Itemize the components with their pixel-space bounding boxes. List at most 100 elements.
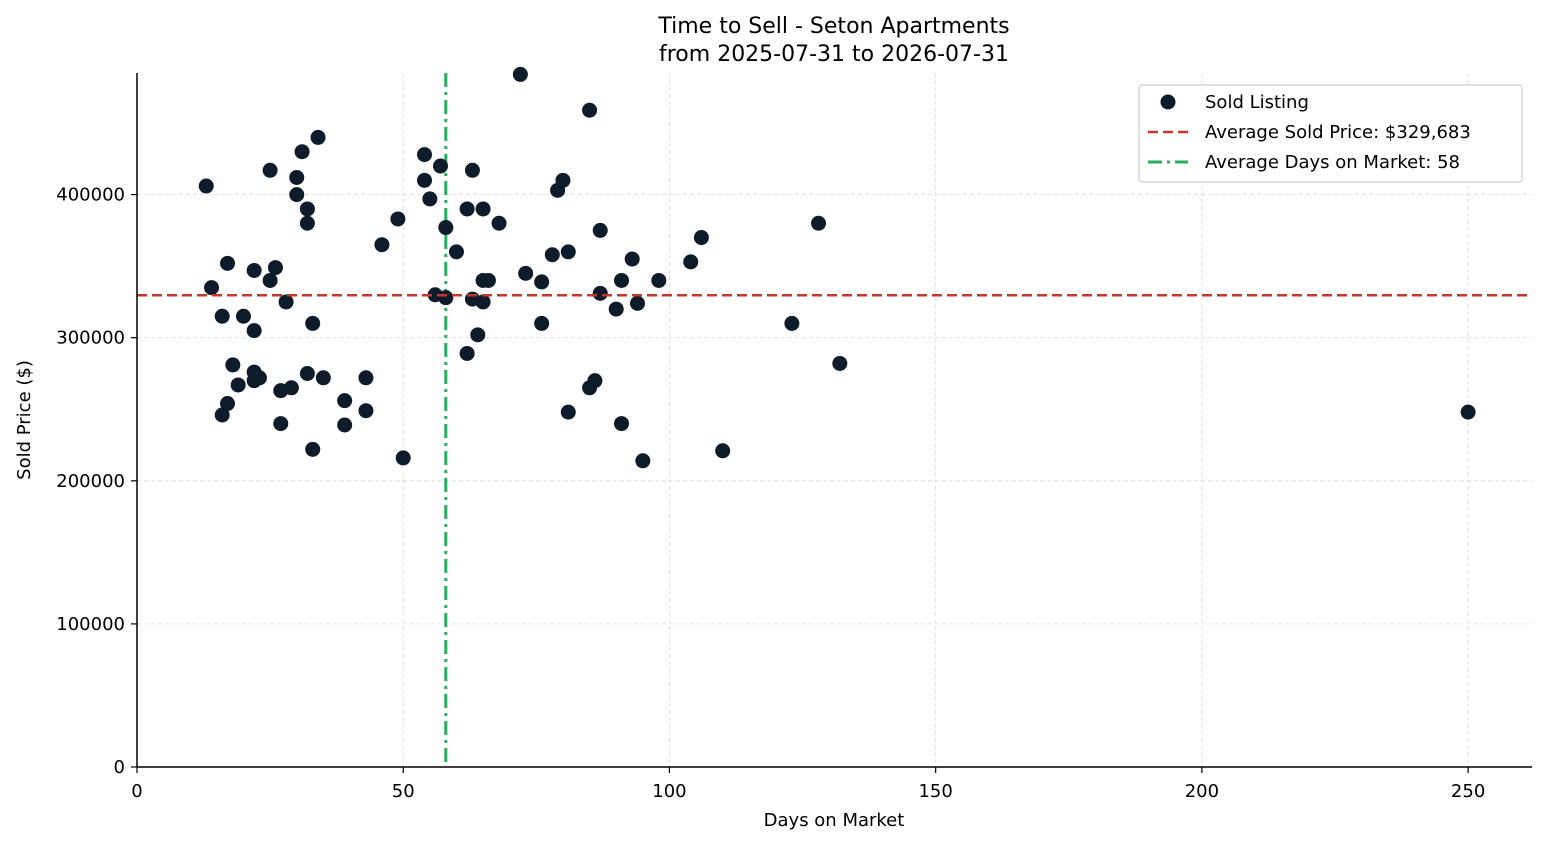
sold-listing-point	[417, 147, 433, 163]
sold-listing-point	[220, 255, 236, 271]
sold-listing-point	[305, 441, 321, 457]
sold-listing-point	[459, 345, 475, 361]
sold-listing-point	[299, 215, 315, 231]
sold-listing-point	[534, 315, 550, 331]
sold-listing-point	[283, 380, 299, 396]
sold-listing-point	[310, 129, 326, 145]
x-tick-label: 200	[1185, 781, 1219, 802]
sold-listing-point	[273, 416, 289, 432]
sold-listing-point	[305, 315, 321, 331]
sold-listing-point	[832, 355, 848, 371]
x-tick-label: 150	[918, 781, 952, 802]
sold-listing-point	[1460, 404, 1476, 420]
sold-listing-point	[587, 373, 603, 389]
sold-listing-point	[475, 294, 491, 310]
sold-listing-point	[459, 201, 475, 217]
sold-listing-point	[395, 450, 411, 466]
sold-listing-point	[390, 211, 406, 227]
sold-listing-point	[629, 295, 645, 311]
chart-title: Time to Sell - Seton Apartments	[657, 14, 1009, 39]
y-ticks: 0 100000 200000 300000 400000	[56, 185, 137, 778]
sold-listing-point	[555, 172, 571, 188]
grid-lines	[137, 73, 1532, 767]
sold-listing-point	[635, 453, 651, 469]
x-axis-label: Days on Market	[764, 810, 905, 831]
sold-listing-point	[289, 169, 305, 185]
sold-listing-point	[544, 247, 560, 263]
sold-listing-point	[262, 272, 278, 288]
sold-listing-point	[624, 251, 640, 267]
sold-listing-point	[358, 403, 374, 419]
legend-marker-sold-listing	[1160, 94, 1176, 110]
y-tick-label: 100000	[56, 614, 125, 635]
sold-listing-point	[693, 230, 709, 246]
sold-listing-point	[235, 308, 251, 324]
sold-listing-point	[582, 102, 598, 118]
legend-label-sold-listing: Sold Listing	[1205, 92, 1309, 113]
axes	[136, 73, 1532, 768]
legend-label-average-price: Average Sold Price: $329,683	[1205, 122, 1471, 143]
sold-listing-point	[683, 254, 699, 270]
y-axis-label: Sold Price ($)	[14, 360, 35, 480]
sold-listing-point	[278, 294, 294, 310]
sold-listing-point	[512, 66, 528, 82]
chart-subtitle: from 2025-07-31 to 2026-07-31	[659, 42, 1009, 67]
sold-listing-point	[592, 285, 608, 301]
sold-listing-point	[491, 215, 507, 231]
sold-listing-point	[614, 416, 630, 432]
sold-listing-point	[204, 280, 220, 296]
sold-listing-point	[518, 265, 534, 281]
sold-listing-point	[220, 396, 236, 412]
x-ticks: 0 50 100 150 200 250	[131, 767, 1485, 802]
x-tick-label: 250	[1451, 781, 1485, 802]
sold-listing-point	[337, 393, 353, 409]
sold-listing-point	[432, 158, 448, 174]
sold-listing-point	[225, 357, 241, 373]
sold-listing-point	[470, 327, 486, 343]
legend: Sold Listing Average Sold Price: $329,68…	[1138, 84, 1523, 183]
sold-listing-point	[294, 144, 310, 160]
sold-listing-point	[299, 201, 315, 217]
y-tick-label: 300000	[56, 328, 125, 349]
sold-listing-point	[315, 370, 331, 386]
sold-listing-point	[422, 191, 438, 207]
y-tick-label: 200000	[56, 471, 125, 492]
sold-listing-point	[480, 272, 496, 288]
y-tick-label: 0	[114, 757, 125, 778]
sold-listing-point	[464, 162, 480, 178]
sold-listing-point	[251, 370, 267, 386]
sold-listing-point	[534, 274, 550, 290]
sold-listing-point	[448, 244, 464, 260]
sold-listing-point	[417, 172, 433, 188]
sold-listing-point	[560, 404, 576, 420]
sold-listing-point	[811, 215, 827, 231]
sold-listing-point	[438, 220, 454, 236]
sold-listing-point	[246, 323, 262, 339]
sold-listing-point	[262, 162, 278, 178]
x-tick-label: 100	[652, 781, 686, 802]
sold-listing-point	[230, 377, 246, 393]
sold-listing-point	[358, 370, 374, 386]
y-tick-label: 400000	[56, 185, 125, 206]
sold-listing-point	[374, 237, 390, 253]
sold-listing-point	[651, 272, 667, 288]
sold-listing-point	[592, 222, 608, 238]
x-tick-label: 50	[392, 781, 415, 802]
sold-listing-point	[289, 187, 305, 203]
legend-label-average-days: Average Days on Market: 58	[1205, 152, 1460, 173]
sold-listing-point	[560, 244, 576, 260]
legend-box	[1138, 84, 1523, 183]
sold-listing-point	[337, 417, 353, 433]
sold-listing-point	[715, 443, 731, 459]
sold-listing-point	[438, 290, 454, 306]
sold-listing-point	[475, 201, 491, 217]
data-points	[198, 66, 1476, 469]
sold-listing-point	[246, 262, 262, 278]
sold-listing-point	[214, 308, 230, 324]
sold-listing-point	[267, 260, 283, 276]
sold-listing-point	[214, 407, 230, 423]
x-tick-label: 0	[131, 781, 142, 802]
sold-listing-point	[608, 301, 624, 317]
sold-listing-point	[784, 315, 800, 331]
